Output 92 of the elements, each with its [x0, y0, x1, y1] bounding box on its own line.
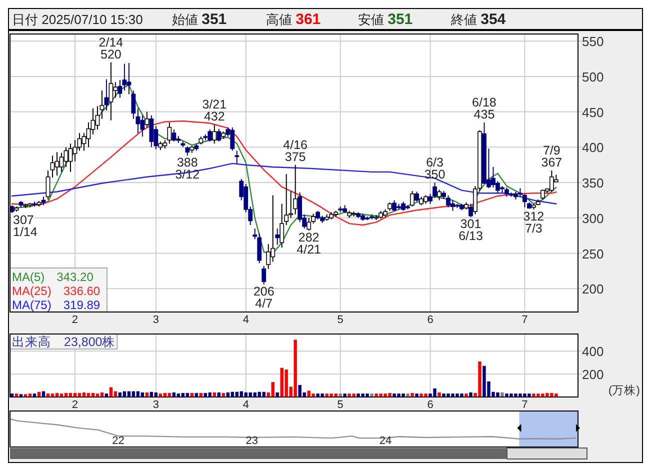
y-tick-label: 200: [582, 282, 604, 297]
candlestick: [90, 108, 96, 135]
chart-title: 日付 2025/07/10 15:30: [12, 12, 143, 27]
text: MA(75) 319.89: [12, 298, 100, 312]
bar: [438, 392, 441, 397]
candlestick: [306, 217, 312, 232]
bar: [406, 394, 410, 397]
bar: [294, 340, 297, 397]
candlestick: [59, 152, 64, 172]
x-tick-label: 23: [246, 435, 258, 447]
annotation: 301 6/13: [458, 217, 483, 244]
y-tick-label: 200: [582, 367, 604, 382]
text: MA(25) 336.60: [12, 284, 100, 298]
annotation: 206 4/7: [253, 284, 274, 310]
candlestick: [293, 164, 298, 215]
y-tick-label: 400: [582, 344, 604, 360]
y-axis-title: (万株): [608, 384, 640, 397]
annotation: 7/9 367: [541, 144, 562, 170]
candlestick: [257, 232, 262, 264]
bar: [410, 392, 414, 397]
candlestick: [437, 189, 442, 201]
candlestick: [118, 79, 122, 98]
bar: [338, 394, 342, 397]
candlestick: [100, 90, 104, 120]
annotation: 6/18 435: [472, 95, 496, 122]
annotation: 4/16 375: [283, 138, 308, 164]
y-tick-label: 500: [582, 69, 604, 84]
candlestick: [54, 152, 60, 176]
text: 高値 361: [266, 11, 321, 28]
candlestick: [122, 63, 127, 92]
x-tick-label: 7: [522, 399, 528, 411]
candlestick: [68, 143, 73, 172]
text: 安値 351: [358, 11, 413, 28]
x-tick-label: 4: [242, 314, 249, 326]
candlestick: [185, 146, 190, 156]
bar: [271, 382, 274, 397]
x-tick-label: 6: [427, 314, 434, 326]
x-tick-label: 3: [152, 399, 159, 411]
text: MA(5) 343.20: [12, 270, 94, 284]
y-tick-label: 300: [582, 210, 604, 226]
y-tick-label: 250: [582, 246, 604, 262]
x-tick-label: 7: [522, 314, 528, 326]
candlestick: [275, 228, 280, 246]
bar: [415, 394, 418, 397]
candlestick: [216, 128, 222, 142]
text: 始値 351: [172, 11, 227, 28]
x-tick-label: 2: [72, 314, 78, 326]
x-tick-label: 22: [112, 435, 124, 447]
text: 終値 354: [450, 11, 506, 28]
candlestick: [212, 124, 217, 144]
candlestick: [72, 140, 78, 162]
annotation: 出来高 23,800株: [12, 334, 116, 349]
candlestick: [95, 106, 100, 130]
annotation: 6/3 350: [424, 156, 446, 182]
candlestick: [108, 62, 114, 121]
candlestick: [86, 122, 91, 148]
candlestick: [298, 192, 302, 223]
candlestick: [266, 244, 271, 270]
annotation: 3/21 432: [202, 98, 227, 124]
x-tick-label: 6: [427, 399, 434, 411]
y-tick-label: 400: [582, 140, 604, 156]
annotation: 2/14 520: [98, 35, 124, 62]
annotation: 307 1/14: [13, 212, 38, 239]
annotation: 312 7/3: [523, 209, 544, 236]
y-tick-label: 450: [582, 104, 604, 120]
candlestick: [414, 191, 419, 202]
candlestick: [234, 150, 240, 164]
bar: [343, 394, 346, 397]
candlestick: [262, 266, 266, 285]
candlestick: [410, 190, 414, 208]
bar: [500, 392, 504, 397]
bar: [469, 392, 472, 397]
candlestick: [149, 114, 154, 148]
y-tick-label: 550: [582, 34, 604, 50]
x-tick-label: 3: [152, 314, 159, 326]
annotation: 282 4/21: [296, 230, 322, 257]
bar: [370, 394, 374, 397]
x-tick-label: 4: [242, 399, 249, 411]
x-tick-label: 2: [72, 399, 78, 411]
x-tick-label: 5: [337, 399, 344, 411]
candlestick: [167, 122, 172, 144]
y-tick-label: 350: [582, 176, 604, 191]
candlestick: [144, 111, 150, 128]
candlestick: [280, 203, 284, 248]
candlestick: [82, 132, 86, 152]
bar: [464, 394, 468, 397]
x-tick-label: 24: [379, 435, 392, 447]
candlestick: [46, 170, 50, 200]
candlestick: [113, 82, 118, 98]
candlestick: [172, 128, 176, 142]
x-tick-label: 5: [337, 314, 344, 326]
candlestick: [468, 203, 473, 218]
